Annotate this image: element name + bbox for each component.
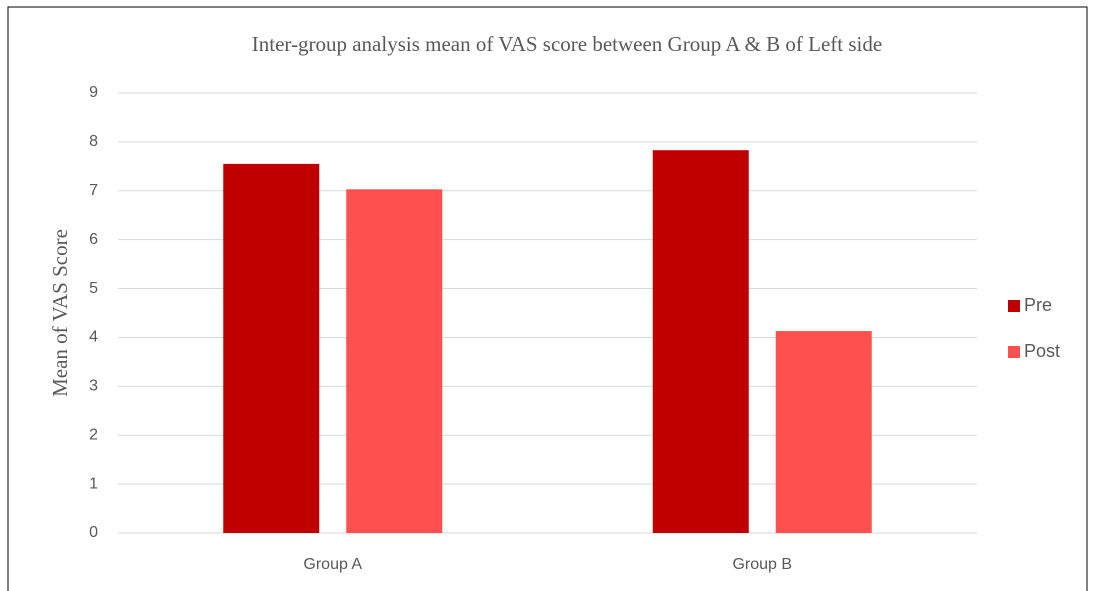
y-tick-label: 1 <box>89 475 98 492</box>
bar <box>652 150 749 533</box>
y-tick-label: 6 <box>89 231 98 248</box>
legend-label: Pre <box>1024 295 1052 315</box>
legend-swatch <box>1008 300 1020 312</box>
bar <box>223 163 320 533</box>
frame <box>7 6 1088 591</box>
y-tick-label: 5 <box>89 280 98 297</box>
legend-label: Post <box>1024 341 1060 361</box>
y-axis-label: Mean of VAS Score <box>48 229 72 397</box>
x-tick-label: Group A <box>303 556 362 573</box>
bar <box>346 189 443 534</box>
bar <box>775 331 872 533</box>
y-tick-label: 9 <box>89 84 98 101</box>
y-tick-label: 0 <box>89 524 98 541</box>
x-tick-label: Group B <box>732 556 792 573</box>
y-tick-label: 2 <box>89 426 98 443</box>
y-tick-label: 4 <box>89 329 98 346</box>
legend-swatch <box>1008 346 1020 358</box>
y-tick-label: 3 <box>89 378 98 395</box>
chart-title: Inter-group analysis mean of VAS score b… <box>252 32 882 56</box>
y-tick-label: 8 <box>89 133 98 150</box>
y-tick-label: 7 <box>89 182 98 199</box>
